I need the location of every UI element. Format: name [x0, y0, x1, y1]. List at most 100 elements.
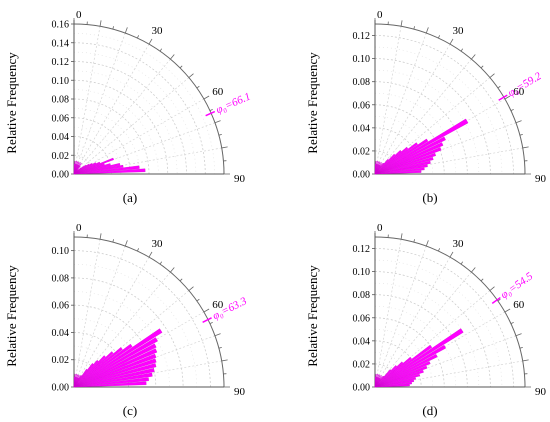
- chart-panel-3: 0.000.020.040.060.080.100306090φ₀=63.3Re…: [4, 222, 249, 418]
- y-tick-label: 0.12: [52, 57, 70, 68]
- grid-arc: [374, 104, 445, 175]
- arc-tick: [471, 267, 476, 273]
- y-tick-label: 0.06: [52, 301, 70, 312]
- bar: [374, 344, 433, 388]
- grid-arc: [374, 248, 514, 388]
- arc-tick: [209, 108, 213, 111]
- arc-tick: [124, 240, 128, 247]
- arc-tick: [515, 120, 522, 124]
- bar: [374, 146, 409, 175]
- arc-tick: [170, 267, 175, 273]
- arc-tick: [425, 27, 429, 34]
- bar: [73, 163, 90, 175]
- bar: [374, 373, 421, 388]
- panel-label: (d): [422, 403, 437, 418]
- bar: [374, 150, 402, 175]
- angle-label: 60: [513, 86, 525, 98]
- arc-tick: [497, 298, 501, 302]
- bar: [73, 328, 163, 388]
- bar: [73, 163, 105, 175]
- arc-tick: [497, 85, 501, 89]
- bar: [374, 361, 404, 388]
- bar: [374, 136, 446, 175]
- grid-ray: [374, 32, 427, 175]
- grid-ray: [73, 77, 190, 175]
- grid-arc: [73, 61, 187, 175]
- arc-tick: [218, 134, 222, 136]
- bar: [73, 161, 101, 175]
- angle-label: 0: [76, 9, 82, 21]
- bar: [374, 375, 383, 388]
- bar: [73, 378, 80, 388]
- grid-arc: [73, 117, 131, 175]
- y-tick-label: 0.16: [52, 20, 70, 31]
- bar: [374, 157, 434, 175]
- angle-label: 90: [535, 173, 547, 185]
- mean-direction-marker: [498, 94, 508, 101]
- arc-tick: [449, 38, 454, 45]
- bar: [374, 369, 392, 388]
- bar: [73, 164, 124, 175]
- arc-tick: [510, 108, 514, 111]
- bar: [73, 348, 158, 388]
- bar: [73, 163, 111, 175]
- grid-arc: [374, 81, 468, 175]
- arc-tick: [504, 95, 511, 100]
- bar: [73, 343, 157, 388]
- y-tick-label: 0.12: [353, 244, 371, 255]
- y-tick-label: 0.04: [353, 123, 371, 134]
- arc-tick: [148, 38, 153, 45]
- bar: [374, 142, 444, 175]
- bar: [73, 165, 81, 175]
- bar: [73, 368, 155, 388]
- arc-tick: [522, 359, 529, 362]
- grid-arc: [374, 294, 468, 388]
- arc-tick: [112, 239, 114, 243]
- minor-grid-arc: [374, 305, 457, 388]
- arc-tick: [99, 20, 102, 27]
- bar: [73, 381, 147, 388]
- arc-tick: [489, 73, 495, 78]
- grid-ray: [374, 245, 427, 388]
- y-tick-label: 0.04: [52, 132, 70, 143]
- arc-tick: [400, 233, 403, 240]
- minor-grid-arc: [73, 145, 103, 175]
- minor-grid-arc: [73, 70, 178, 175]
- bar: [73, 353, 157, 388]
- arc-tick: [99, 233, 102, 240]
- angle-label: 30: [152, 25, 164, 37]
- arc-tick: [218, 347, 222, 349]
- bar: [374, 377, 416, 388]
- panel-label: (c): [123, 403, 137, 418]
- bar: [73, 347, 123, 388]
- y-tick-label: 0.02: [353, 146, 371, 157]
- y-tick-label: 0.00: [353, 170, 371, 181]
- y-tick-label: 0.08: [353, 290, 371, 301]
- arc-tick: [214, 333, 221, 337]
- panel-label: (b): [422, 190, 437, 205]
- grid-arc: [73, 79, 169, 175]
- arc-tick: [480, 65, 484, 69]
- grid-arc: [374, 271, 491, 388]
- y-axis-label: Relative Frequency: [4, 52, 19, 154]
- y-tick-label: 0.10: [52, 246, 70, 257]
- grid-ray: [374, 271, 472, 388]
- bar: [374, 118, 469, 175]
- arc-tick: [203, 95, 210, 100]
- grid-ray: [374, 58, 472, 175]
- arc-tick: [413, 26, 415, 30]
- y-tick-label: 0.00: [52, 170, 70, 181]
- mean-direction-label: φ₀=54.5: [499, 270, 536, 301]
- y-tick-label: 0.06: [353, 313, 371, 324]
- y-tick-label: 0.00: [52, 383, 70, 394]
- chart-panel-1: 0.00 0.02 0.04 0.06 0.08 0.10 0.12 0.14 0.16 0 30 6…: [4, 9, 253, 205]
- bar: [73, 168, 146, 175]
- arc-tick: [425, 240, 429, 247]
- arc-tick: [471, 54, 476, 60]
- y-tick-label: 0.02: [52, 151, 70, 162]
- bar: [374, 153, 396, 175]
- arc-tick: [112, 26, 114, 30]
- bar: [374, 162, 383, 175]
- angle-label: 60: [212, 299, 224, 311]
- mean-direction-marker: [202, 317, 212, 323]
